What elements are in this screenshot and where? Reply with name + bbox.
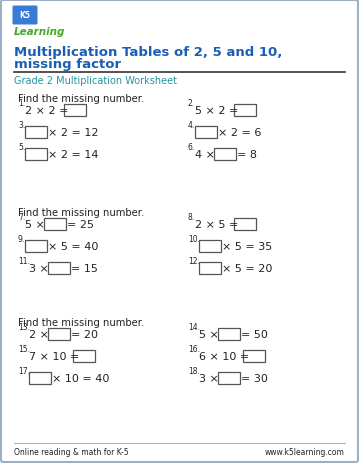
Bar — [45, 219, 66, 231]
Bar — [29, 372, 51, 384]
Text: 5 ×: 5 × — [25, 219, 48, 230]
Text: 2 × 2 =: 2 × 2 = — [25, 106, 72, 116]
Text: www.k5learning.com: www.k5learning.com — [265, 447, 345, 456]
Text: Find the missing number.: Find the missing number. — [18, 207, 144, 218]
Text: × 5 = 35: × 5 = 35 — [222, 242, 272, 251]
Text: 2 ×: 2 × — [29, 329, 52, 339]
Text: 12.: 12. — [188, 257, 200, 265]
Text: Grade 2 Multiplication Worksheet: Grade 2 Multiplication Worksheet — [14, 76, 177, 86]
Bar — [25, 127, 47, 139]
Text: Find the missing number.: Find the missing number. — [18, 94, 144, 104]
Text: 15.: 15. — [18, 344, 30, 353]
Bar — [25, 149, 47, 161]
Text: 5.: 5. — [18, 143, 25, 152]
Text: × 2 = 6: × 2 = 6 — [218, 128, 261, 138]
Text: × 5 = 20: × 5 = 20 — [222, 263, 272, 274]
Text: 3 ×: 3 × — [199, 373, 222, 383]
Text: = 8: = 8 — [237, 150, 257, 160]
Text: 8.: 8. — [188, 213, 195, 221]
Bar — [218, 328, 241, 340]
Bar — [199, 263, 221, 275]
Text: 3.: 3. — [18, 121, 25, 130]
Text: Online reading & math for K-5: Online reading & math for K-5 — [14, 447, 129, 456]
Text: × 2 = 14: × 2 = 14 — [48, 150, 98, 160]
Text: = 15: = 15 — [71, 263, 98, 274]
Bar — [243, 350, 265, 362]
Bar — [214, 149, 236, 161]
Bar — [234, 219, 256, 231]
Text: 9.: 9. — [18, 234, 25, 244]
FancyBboxPatch shape — [13, 6, 37, 25]
Text: 5 ×: 5 × — [199, 329, 222, 339]
Text: 5 × 2 =: 5 × 2 = — [195, 106, 242, 116]
Text: = 25: = 25 — [67, 219, 94, 230]
Text: 18.: 18. — [188, 366, 200, 375]
Bar — [48, 328, 70, 340]
Text: 3 ×: 3 × — [29, 263, 52, 274]
Text: 6.: 6. — [188, 143, 195, 152]
Text: 6 × 10 =: 6 × 10 = — [199, 351, 253, 361]
Text: = 50: = 50 — [241, 329, 268, 339]
Bar — [73, 350, 95, 362]
Text: 1.: 1. — [18, 99, 25, 108]
Text: × 5 = 40: × 5 = 40 — [48, 242, 98, 251]
Text: 4 ×: 4 × — [195, 150, 219, 160]
Text: 16.: 16. — [188, 344, 200, 353]
Bar — [195, 127, 217, 139]
Text: 4.: 4. — [188, 121, 195, 130]
Bar — [64, 105, 86, 117]
Text: Multiplication Tables of 2, 5 and 10,: Multiplication Tables of 2, 5 and 10, — [14, 46, 283, 59]
Bar — [218, 372, 241, 384]
Text: 14.: 14. — [188, 322, 200, 332]
Text: 10.: 10. — [188, 234, 200, 244]
Text: 7.: 7. — [18, 213, 25, 221]
Bar — [25, 240, 47, 252]
Bar — [199, 240, 221, 252]
Text: missing factor: missing factor — [14, 58, 121, 71]
Text: 17.: 17. — [18, 366, 30, 375]
Text: 7 × 10 =: 7 × 10 = — [29, 351, 83, 361]
Text: 2 × 5 =: 2 × 5 = — [195, 219, 242, 230]
Text: 11.: 11. — [18, 257, 30, 265]
Bar — [48, 263, 70, 275]
Text: Learning: Learning — [14, 27, 65, 37]
Text: × 2 = 12: × 2 = 12 — [48, 128, 98, 138]
Text: K5: K5 — [19, 12, 31, 20]
Text: = 20: = 20 — [71, 329, 98, 339]
Text: × 10 = 40: × 10 = 40 — [52, 373, 109, 383]
Text: Find the missing number.: Find the missing number. — [18, 317, 144, 327]
Text: 13.: 13. — [18, 322, 30, 332]
Text: = 30: = 30 — [241, 373, 268, 383]
Bar — [234, 105, 256, 117]
Text: 2.: 2. — [188, 99, 195, 108]
